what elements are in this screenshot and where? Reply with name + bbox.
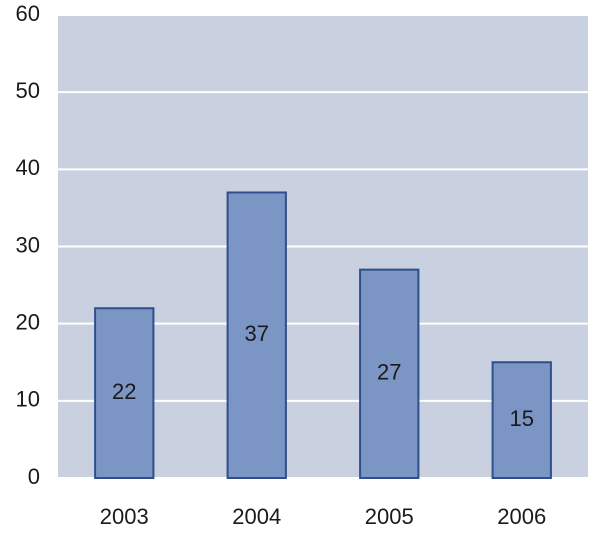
value-label: 37	[245, 321, 269, 346]
x-tick-label: 2003	[100, 504, 149, 529]
bar	[94, 307, 155, 479]
y-tick-label: 20	[16, 309, 40, 334]
value-label: 22	[112, 379, 136, 404]
y-tick-label: 10	[16, 387, 40, 412]
y-tick-label: 30	[16, 232, 40, 257]
value-label: 15	[510, 406, 534, 431]
bar	[359, 268, 420, 479]
x-tick-label: 2006	[497, 504, 546, 529]
x-tick-label: 2005	[365, 504, 414, 529]
bar	[491, 361, 552, 479]
x-tick-label: 2004	[232, 504, 281, 529]
y-tick-label: 0	[28, 464, 40, 489]
y-tick-label: 40	[16, 155, 40, 180]
y-tick-label: 50	[16, 78, 40, 103]
y-tick-label: 60	[16, 1, 40, 26]
value-label: 27	[377, 360, 401, 385]
bar	[226, 191, 287, 479]
